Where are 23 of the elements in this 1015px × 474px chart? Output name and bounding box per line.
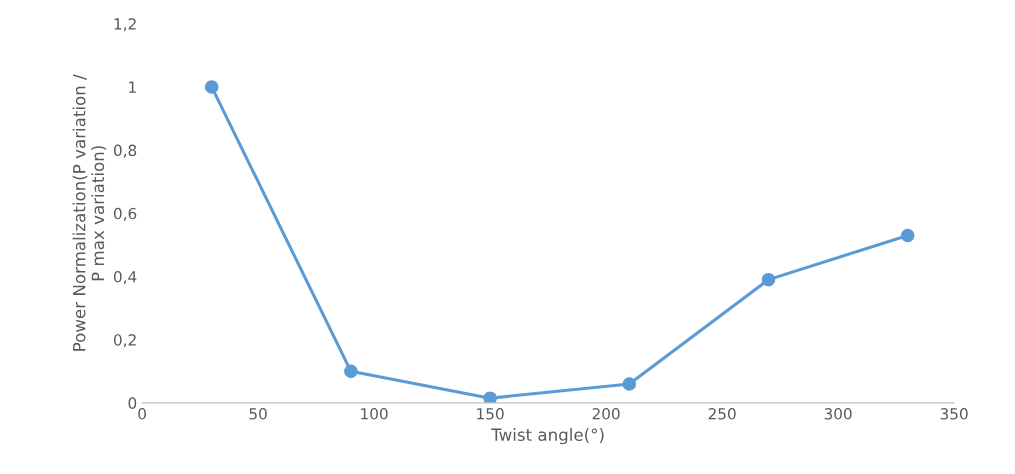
point bbox=[622, 377, 637, 391]
x-tick-label: 50 bbox=[249, 408, 267, 420]
y-tick-label: 1,2 bbox=[114, 18, 136, 32]
x-tick-label: 100 bbox=[361, 408, 388, 420]
x-axis-title: Twist angle(°) bbox=[491, 428, 604, 445]
x-tick-label: 150 bbox=[477, 408, 504, 420]
y-tick-label: 0 bbox=[128, 397, 137, 409]
y-axis-title: Power Normalization(P variation / P max variation) bbox=[72, 74, 107, 351]
x-tick-label: 250 bbox=[708, 408, 736, 420]
y-tick-label: 1 bbox=[129, 81, 136, 93]
x-tick-label: 0 bbox=[138, 408, 146, 420]
x-tick-label: 300 bbox=[824, 408, 852, 420]
point bbox=[900, 228, 915, 243]
point bbox=[204, 80, 219, 94]
point bbox=[483, 391, 497, 403]
x-tick-label: 200 bbox=[592, 408, 620, 420]
x-tick-label: 350 bbox=[940, 408, 968, 420]
point bbox=[761, 272, 776, 287]
point bbox=[344, 364, 358, 379]
y-tick-label: 0,8 bbox=[113, 144, 137, 158]
y-tick-label: 0,2 bbox=[113, 334, 136, 348]
y-tick-label: 0,6 bbox=[113, 207, 137, 221]
y-tick-label: 0,4 bbox=[113, 270, 137, 285]
